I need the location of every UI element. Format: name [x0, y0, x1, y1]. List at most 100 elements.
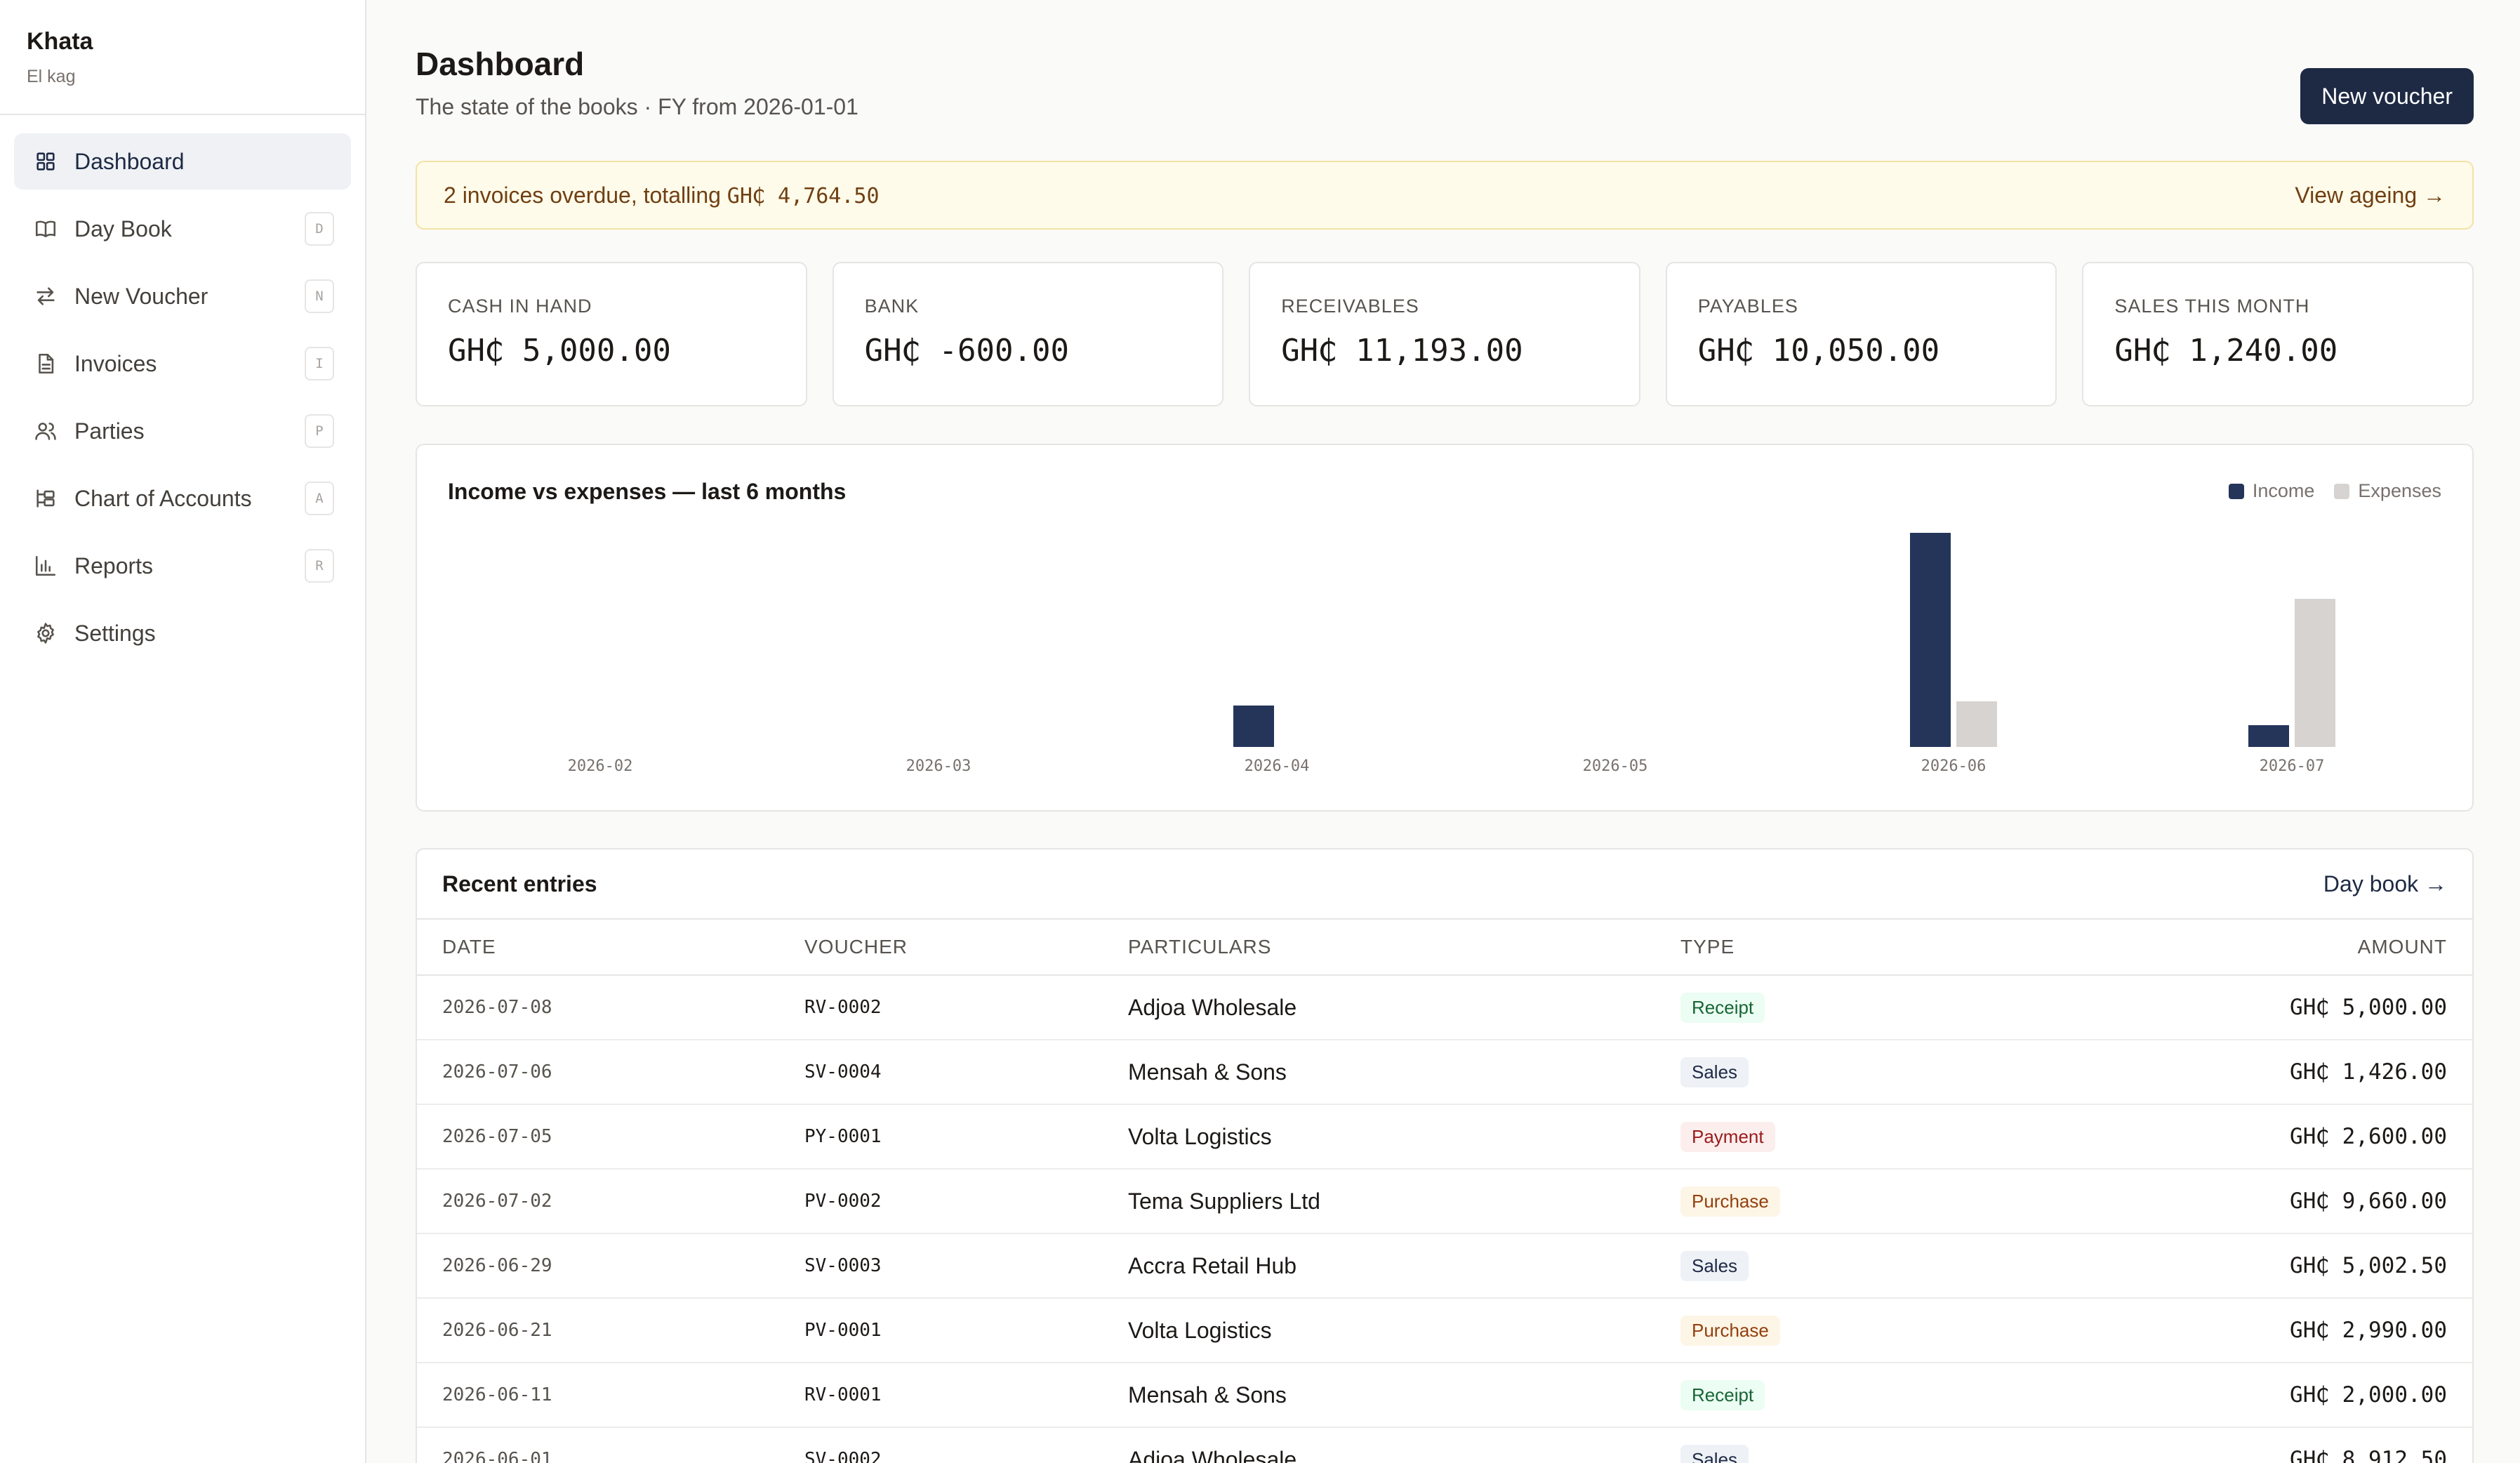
cell-voucher: RV-0001 — [804, 1384, 882, 1405]
bar-chart-icon — [34, 554, 58, 578]
table-row[interactable]: 2026-06-29 SV-0003 Accra Retail Hub Sales GH… — [417, 1234, 2472, 1299]
table-row[interactable]: 2026-06-21 PV-0001 Volta Logistics Purchase… — [417, 1299, 2472, 1363]
cell-date: 2026-06-29 — [442, 1255, 552, 1276]
cell-date: 2026-07-08 — [442, 997, 552, 1018]
org-name: El kag — [27, 67, 76, 86]
cell-date: 2026-07-06 — [442, 1061, 552, 1083]
cell-voucher: SV-0002 — [804, 1449, 882, 1463]
shortcut-key: N — [305, 279, 334, 313]
cell-voucher: PV-0001 — [804, 1320, 882, 1341]
sidebar-item-new-voucher[interactable]: New Voucher N — [14, 268, 351, 324]
cell-particulars: Volta Logistics — [1128, 1317, 1272, 1343]
cell-date: 2026-06-21 — [442, 1320, 552, 1341]
sidebar-item-day-book[interactable]: Day Book D — [14, 201, 351, 257]
cell-type: Sales — [1680, 1250, 2031, 1281]
recent-entries-header: Recent entries Day book → — [417, 849, 2472, 920]
sidebar-item-parties[interactable]: Parties P — [14, 403, 351, 459]
sidebar-item-label: New Voucher — [74, 283, 208, 309]
sidebar-item-label: Invoices — [74, 350, 157, 376]
type-badge: Sales — [1680, 1057, 1749, 1087]
table-row[interactable]: 2026-07-08 RV-0002 Adjoa Wholesale Receipt G… — [417, 976, 2472, 1040]
cell-type: Purchase — [1680, 1186, 2031, 1217]
day-book-link[interactable]: Day book → — [2323, 870, 2447, 896]
bar-income-2026-04 — [1233, 706, 1274, 747]
sidebar-nav: Dashboard Day Book D New Voucher N Invoices I P… — [0, 115, 365, 661]
stat-value: GH₵ 11,193.00 — [1281, 333, 1523, 369]
view-ageing-link[interactable]: View ageing → — [2295, 182, 2446, 208]
cell-particulars: Adjoa Wholesale — [1128, 1446, 1297, 1463]
stat-label: CASH IN HAND — [448, 296, 592, 317]
type-badge: Payment — [1680, 1121, 1775, 1152]
sidebar-item-label: Parties — [74, 418, 145, 444]
overdue-count: 2 — [444, 182, 456, 208]
chart-legend: Income Expenses — [2228, 480, 2441, 502]
col-voucher: VOUCHER — [804, 936, 908, 958]
type-badge: Receipt — [1680, 992, 1765, 1023]
col-date: DATE — [442, 936, 496, 958]
col-particulars: PARTICULARS — [1128, 936, 1272, 958]
table-row[interactable]: 2026-06-11 RV-0001 Mensah & Sons Receipt GH₵… — [417, 1363, 2472, 1428]
table-row[interactable]: 2026-07-02 PV-0002 Tema Suppliers Ltd Purch… — [417, 1170, 2472, 1234]
sidebar-item-invoices[interactable]: Invoices I — [14, 336, 351, 392]
cell-particulars: Mensah & Sons — [1128, 1059, 1287, 1085]
table-row[interactable]: 2026-07-05 PY-0001 Volta Logistics Payment G… — [417, 1105, 2472, 1170]
bar-income-2026-07 — [2248, 725, 2289, 747]
stat-label: SALES THIS MONTH — [2114, 296, 2310, 317]
legend-expenses: Expenses — [2334, 480, 2441, 502]
cell-date: 2026-07-02 — [442, 1191, 552, 1212]
type-badge: Purchase — [1680, 1186, 1780, 1217]
legend-income-label: Income — [2252, 480, 2315, 501]
new-voucher-button[interactable]: New voucher — [2300, 68, 2474, 124]
page-subtitle: The state of the books · FY from 2026-01… — [416, 94, 858, 119]
sidebar-item-label: Settings — [74, 620, 156, 646]
users-icon — [34, 419, 58, 443]
stat-card-cash-in-hand: CASH IN HAND GH₵ 5,000.00 — [416, 262, 807, 406]
app-name: Khata — [27, 28, 93, 55]
col-type: TYPE — [1680, 936, 1735, 958]
sidebar-item-chart-of-accounts[interactable]: Chart of Accounts A — [14, 470, 351, 527]
stat-value: GH₵ -600.00 — [864, 333, 1069, 369]
shortcut-key: P — [305, 414, 334, 448]
legend-income-swatch — [2228, 483, 2244, 499]
cell-date: 2026-07-05 — [442, 1126, 552, 1147]
bar-expenses-2026-07 — [2295, 599, 2335, 747]
brand: Khata El kag — [0, 0, 365, 115]
sidebar-item-dashboard[interactable]: Dashboard — [14, 133, 351, 190]
cell-amount: GH₵ 8,912.50 — [2290, 1447, 2447, 1463]
table-row[interactable]: 2026-06-01 SV-0002 Adjoa Wholesale Sales GH₵… — [417, 1428, 2472, 1463]
sidebar: Khata El kag Dashboard Day Book D New Vouch… — [0, 0, 366, 1463]
x-tick-label: 2026-02 — [568, 757, 633, 775]
cell-type: Purchase — [1680, 1315, 2031, 1346]
overdue-alert: 2 invoices overdue, totalling GH₵ 4,764.… — [416, 161, 2474, 230]
sidebar-item-settings[interactable]: Settings — [14, 605, 351, 661]
shortcut-key: R — [305, 549, 334, 583]
cell-amount: GH₵ 1,426.00 — [2290, 1059, 2447, 1085]
table-row[interactable]: 2026-07-06 SV-0004 Mensah & Sons Sales GH₵ 1… — [417, 1040, 2472, 1105]
bar-expenses-2026-06 — [1956, 701, 1997, 747]
stat-value: GH₵ 10,050.00 — [1697, 333, 1940, 369]
cell-amount: GH₵ 5,002.50 — [2290, 1253, 2447, 1278]
page-title: Dashboard — [416, 46, 585, 82]
cell-particulars: Adjoa Wholesale — [1128, 994, 1297, 1020]
shortcut-key: A — [305, 482, 334, 515]
sidebar-item-label: Day Book — [74, 216, 172, 241]
shortcut-key: D — [305, 212, 334, 246]
chart-canvas: 2026-02 2026-03 2026-04 2026-05 2026-06 2026-… — [568, 533, 2335, 775]
arrows-swap-icon — [34, 284, 58, 308]
table-body: 2026-07-08 RV-0002 Adjoa Wholesale Receipt G… — [417, 976, 2472, 1463]
cell-type: Sales — [1680, 1057, 2031, 1087]
sidebar-item-reports[interactable]: Reports R — [14, 538, 351, 594]
stat-card-sales-this-month: SALES THIS MONTH GH₵ 1,240.00 — [2082, 262, 2474, 406]
cell-amount: GH₵ 5,000.00 — [2290, 995, 2447, 1020]
x-tick-label: 2026-05 — [1583, 757, 1648, 775]
x-tick-label: 2026-06 — [1921, 757, 1987, 775]
stat-card-payables: PAYABLES GH₵ 10,050.00 — [1665, 262, 2057, 406]
table-header-row: DATE VOUCHER PARTICULARS TYPE AMOUNT — [417, 920, 2472, 976]
cell-date: 2026-06-11 — [442, 1384, 552, 1405]
x-tick-label: 2026-04 — [1245, 757, 1310, 775]
col-amount: AMOUNT — [2357, 936, 2447, 958]
sidebar-item-label: Reports — [74, 552, 154, 578]
legend-expenses-swatch — [2334, 483, 2350, 499]
stat-label: BANK — [864, 296, 920, 317]
x-tick-label: 2026-07 — [2260, 757, 2325, 775]
